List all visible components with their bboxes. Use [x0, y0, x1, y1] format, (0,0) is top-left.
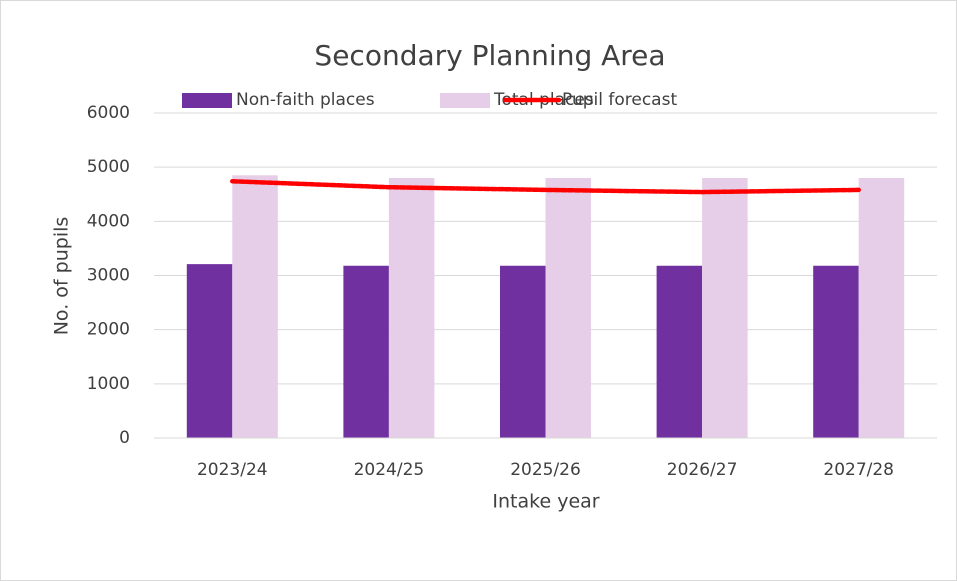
- x-tick-label: 2026/27: [667, 460, 738, 480]
- y-tick-label: 1000: [87, 374, 130, 394]
- x-axis-title: Intake year: [492, 491, 599, 513]
- legend-label: Non-faith places: [236, 90, 375, 110]
- bar: [232, 175, 278, 438]
- bar: [545, 178, 591, 438]
- chart-title: Secondary Planning Area: [314, 39, 665, 72]
- bar: [813, 265, 859, 438]
- y-tick-label: 3000: [87, 266, 130, 286]
- y-tick-label: 2000: [87, 320, 130, 340]
- bar: [858, 178, 905, 438]
- bar: [343, 265, 389, 438]
- bar: [702, 178, 748, 438]
- bar: [388, 178, 435, 438]
- x-tick-label: 2024/25: [354, 460, 425, 480]
- bar: [500, 265, 546, 438]
- bar: [656, 265, 703, 438]
- x-tick-label: 2025/26: [510, 460, 581, 480]
- legend-swatch: [182, 93, 232, 108]
- legend-label: Pupil forecast: [562, 90, 677, 110]
- y-tick-label: 5000: [87, 157, 130, 177]
- y-tick-label: 6000: [87, 103, 130, 123]
- line-series: [230, 179, 861, 195]
- x-tick-label: 2023/24: [197, 460, 268, 480]
- y-tick-label: 4000: [87, 211, 130, 231]
- bar: [186, 264, 233, 438]
- x-tick-label: 2027/28: [823, 460, 894, 480]
- y-tick-label: 0: [119, 428, 130, 448]
- legend-swatch: [440, 93, 490, 108]
- y-axis-title: No. of pupils: [51, 217, 73, 336]
